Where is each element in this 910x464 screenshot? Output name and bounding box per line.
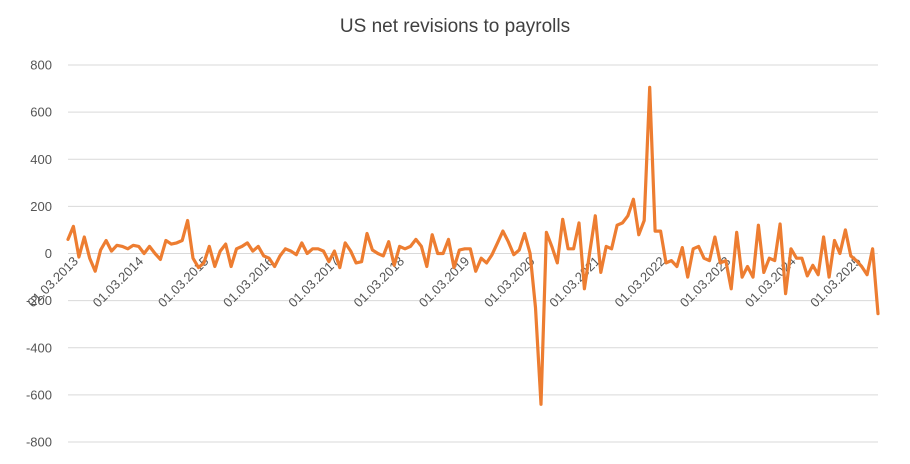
y-tick-label: 600 xyxy=(30,105,52,120)
x-tick-label: 01.03.2020 xyxy=(481,254,538,311)
y-tick-label: -200 xyxy=(26,293,52,308)
y-tick-label: 200 xyxy=(30,199,52,214)
y-tick-label: 800 xyxy=(30,58,52,73)
x-axis-ticks: 01.03.2013 01.03.2014 01.03.2015 01.03.2016… xyxy=(24,254,863,311)
y-tick-label: 400 xyxy=(30,152,52,167)
y-tick-label: -800 xyxy=(26,435,52,450)
y-tick-label: 0 xyxy=(45,246,52,261)
chart-title: US net revisions to payrolls xyxy=(339,16,571,37)
y-tick-label: -600 xyxy=(26,387,52,402)
x-tick-label: 01.03.2022 xyxy=(611,254,668,311)
x-tick-label: 01.03.2017 xyxy=(285,254,342,311)
x-tick-label: 01.03.2025 xyxy=(807,254,864,311)
y-tick-label: -400 xyxy=(26,340,52,355)
series-line xyxy=(66,85,880,406)
y-axis-ticks: 800 600 400 200 0 -200 -400 -600 -800 xyxy=(26,58,52,450)
series-line-layer xyxy=(66,85,880,406)
x-tick-label: 01.03.2013 xyxy=(24,254,81,311)
x-tick-label: 01.03.2021 xyxy=(546,254,603,311)
